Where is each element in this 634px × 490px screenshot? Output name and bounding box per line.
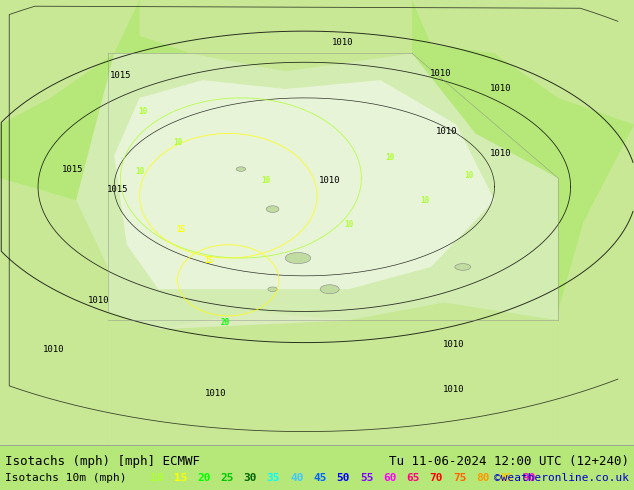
Text: 25: 25: [220, 473, 234, 483]
Text: Isotachs (mph) [mph] ECMWF: Isotachs (mph) [mph] ECMWF: [5, 455, 200, 468]
Text: 10: 10: [420, 196, 429, 205]
Text: 10: 10: [150, 473, 164, 483]
Text: Isotachs 10m (mph): Isotachs 10m (mph): [5, 473, 127, 483]
Text: 15: 15: [174, 473, 187, 483]
Text: 35: 35: [267, 473, 280, 483]
Text: 1010: 1010: [43, 345, 65, 354]
Text: Tu 11-06-2024 12:00 UTC (12+240): Tu 11-06-2024 12:00 UTC (12+240): [389, 455, 629, 468]
Text: 80: 80: [476, 473, 489, 483]
Text: 1015: 1015: [107, 185, 128, 194]
Polygon shape: [76, 53, 558, 329]
Ellipse shape: [320, 285, 339, 294]
Text: 15: 15: [205, 256, 214, 265]
Text: 60: 60: [383, 473, 397, 483]
Text: 1010: 1010: [490, 149, 512, 158]
Text: 65: 65: [406, 473, 420, 483]
Text: 20: 20: [221, 318, 230, 327]
Text: 10: 10: [465, 171, 474, 180]
Text: 1010: 1010: [490, 84, 512, 94]
Ellipse shape: [455, 264, 470, 270]
Text: 1010: 1010: [319, 176, 340, 185]
Text: 10: 10: [262, 176, 271, 185]
Ellipse shape: [236, 167, 246, 172]
Text: 1010: 1010: [443, 385, 464, 394]
Text: 45: 45: [313, 473, 327, 483]
Polygon shape: [139, 0, 412, 71]
Polygon shape: [108, 302, 558, 445]
Text: 75: 75: [453, 473, 467, 483]
Text: 1010: 1010: [205, 389, 226, 398]
Text: 10: 10: [135, 167, 144, 176]
Text: 1010: 1010: [87, 296, 109, 305]
Text: 1010: 1010: [332, 38, 353, 47]
Text: 15: 15: [176, 224, 185, 234]
Text: 50: 50: [337, 473, 350, 483]
Text: 1010: 1010: [430, 69, 451, 78]
Text: 90: 90: [522, 473, 536, 483]
Text: 55: 55: [360, 473, 373, 483]
Polygon shape: [412, 0, 634, 124]
Text: 70: 70: [430, 473, 443, 483]
Text: 10: 10: [344, 220, 353, 229]
Polygon shape: [558, 124, 634, 445]
Text: 1010: 1010: [436, 127, 458, 136]
Text: 30: 30: [243, 473, 257, 483]
Polygon shape: [114, 80, 495, 289]
Text: ©weatheronline.co.uk: ©weatheronline.co.uk: [494, 473, 629, 483]
Text: 20: 20: [197, 473, 210, 483]
Ellipse shape: [266, 206, 279, 213]
Polygon shape: [0, 0, 139, 124]
Ellipse shape: [285, 252, 311, 264]
Text: 1015: 1015: [110, 71, 131, 80]
Text: 10: 10: [173, 138, 182, 147]
Text: 1015: 1015: [62, 165, 84, 173]
Text: 85: 85: [500, 473, 513, 483]
Ellipse shape: [268, 287, 278, 292]
Text: 1010: 1010: [443, 341, 464, 349]
Polygon shape: [0, 178, 108, 445]
Text: 40: 40: [290, 473, 304, 483]
Text: 10: 10: [138, 107, 147, 116]
Text: 10: 10: [385, 153, 394, 163]
